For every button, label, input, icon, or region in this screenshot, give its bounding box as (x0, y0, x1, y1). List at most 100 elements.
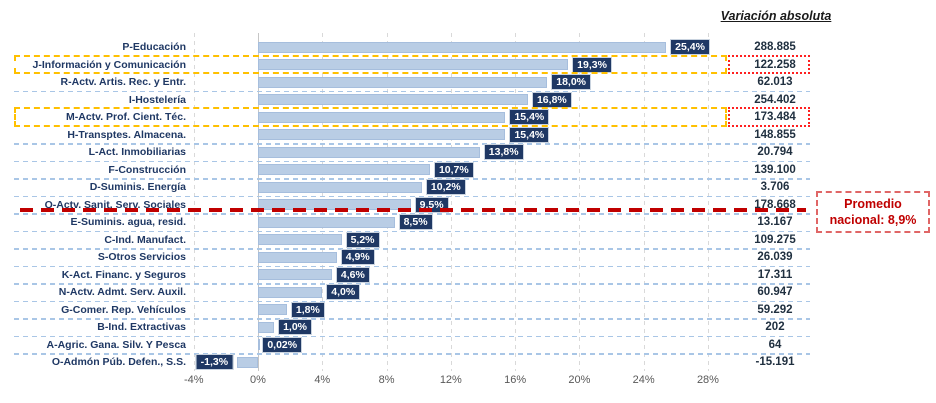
gridline-12pct (450, 33, 452, 371)
category-label: A-Agric. Gana. Silv. Y Pesca (46, 338, 186, 351)
category-label: J-Información y Comunicación (32, 58, 186, 71)
absolute-variation-value: 139.100 (754, 163, 796, 176)
category-label: B-Ind. Extractivas (97, 321, 186, 333)
bar-value-chip: 13,8% (483, 144, 524, 160)
right-column-header: Variación absoluta (720, 9, 832, 23)
category-label: N-Actv. Admt. Serv. Auxil. (58, 286, 186, 298)
bar (258, 234, 342, 245)
category-label: K-Act. Financ. y Seguros (61, 268, 186, 281)
bar-value-chip: 4,0% (326, 284, 361, 300)
bar-value-chip: -1,3% (195, 354, 234, 370)
category-label: E-Suminis. agua, resid. (70, 216, 186, 228)
absolute-variation-value: 20.794 (757, 146, 793, 158)
category-label: C-Ind. Manufact. (104, 233, 186, 246)
bar-value-chip: 16,8% (531, 91, 572, 108)
bar-value-chip: 4,9% (340, 249, 375, 265)
category-label: H-Transptes. Almacena. (67, 128, 186, 141)
bar (258, 59, 569, 70)
bar (237, 356, 258, 368)
absolute-variation-value: 59.292 (757, 303, 793, 316)
category-label: L-Act. Inmobiliarias (88, 146, 186, 158)
bar (258, 41, 667, 53)
row-separator (14, 300, 810, 303)
absolute-variation-value: 109.275 (754, 233, 796, 246)
category-label: M-Actv. Prof. Cient. Téc. (66, 111, 186, 123)
category-label: I-Hostelería (128, 93, 186, 106)
bar (258, 76, 548, 88)
category-label: O-Admón Púb. Defen., S.S. (51, 356, 186, 368)
absolute-variation-value: 288.885 (754, 41, 796, 53)
row-separator (14, 265, 810, 268)
gridline-24pct (643, 33, 645, 371)
x-tick-label: -4% (183, 374, 204, 386)
x-tick-label: 24% (632, 374, 655, 386)
category-label: F-Construcción (108, 163, 186, 176)
row-separator (14, 178, 810, 180)
gridline--4pct (193, 33, 195, 371)
bar (258, 181, 422, 193)
bar-value-chip: 1,8% (290, 301, 325, 318)
x-tick-label: 16% (504, 374, 527, 386)
national-average-callout-line2: nacional: 8,9% (829, 213, 917, 227)
bar-value-chip: 10,7% (433, 161, 474, 178)
row-separator (14, 160, 810, 163)
highlight-box-yellow (14, 107, 727, 127)
gridline-20pct (579, 33, 581, 371)
gridline-16pct (515, 33, 517, 371)
bar (258, 216, 395, 228)
category-label: G-Comer. Rep. Vehículos (61, 303, 186, 316)
bar-value-chip: 10,2% (425, 179, 466, 195)
row-separator (14, 353, 810, 355)
absolute-variation-value: 202 (765, 321, 785, 333)
absolute-variation-value: 173.484 (754, 111, 796, 123)
row-separator (14, 230, 810, 233)
bar-value-chip: 19,3% (572, 56, 612, 73)
absolute-variation-value: 148.855 (754, 128, 796, 141)
absolute-variation-value: 62.013 (757, 76, 793, 88)
bar-value-chip: 0,02% (262, 336, 303, 353)
row-separator (14, 318, 810, 320)
bar (258, 339, 260, 350)
national-average-callout-line1: Promedio (844, 196, 902, 211)
x-tick-label: 20% (568, 374, 591, 386)
bar (258, 164, 430, 175)
x-tick-label: 4% (314, 374, 331, 386)
absolute-variation-value: 13.167 (757, 216, 793, 228)
x-tick-label: 0% (250, 374, 266, 386)
absolute-variation-value: -15.191 (755, 356, 795, 368)
bar (258, 94, 528, 105)
national-average-dashed-line (20, 207, 806, 212)
absolute-variation-value: 64 (768, 338, 782, 351)
absolute-variation-value: 3.706 (760, 181, 790, 193)
category-label: D-Suminis. Energía (89, 181, 186, 193)
bar (258, 251, 337, 263)
bar-value-chip: 15,4% (509, 109, 550, 125)
row-separator (14, 248, 810, 250)
category-label: R-Actv. Artis. Rec. y Entr. (60, 76, 186, 88)
gridline-28pct (707, 33, 709, 371)
absolute-variation-value: 254.402 (754, 93, 796, 106)
x-tick-label: 12% (439, 374, 462, 386)
absolute-variation-value: 60.947 (757, 286, 793, 298)
row-separator (14, 90, 810, 93)
category-label: P-Educación (122, 41, 186, 53)
national-average-callout: Promedio nacional: 8,9% (816, 191, 930, 233)
bar-value-chip: 8,5% (398, 214, 433, 230)
bar (258, 269, 332, 280)
absolute-variation-value: 122.258 (754, 58, 796, 71)
bar (258, 321, 275, 333)
bar-value-chip: 5,2% (345, 231, 380, 248)
x-tick-label: 28% (696, 374, 719, 386)
x-tick-label: 8% (378, 374, 395, 386)
highlight-box-yellow (14, 54, 727, 75)
bar-value-chip: 15,4% (509, 126, 550, 143)
highlight-box-red-dotted (728, 107, 810, 127)
row-separator (14, 335, 810, 338)
bar-value-chip: 1,0% (278, 319, 312, 335)
bar (258, 286, 323, 298)
bar (258, 146, 480, 158)
bar (258, 304, 287, 315)
highlight-box-red-dotted (728, 54, 810, 75)
row-separator (14, 283, 810, 285)
